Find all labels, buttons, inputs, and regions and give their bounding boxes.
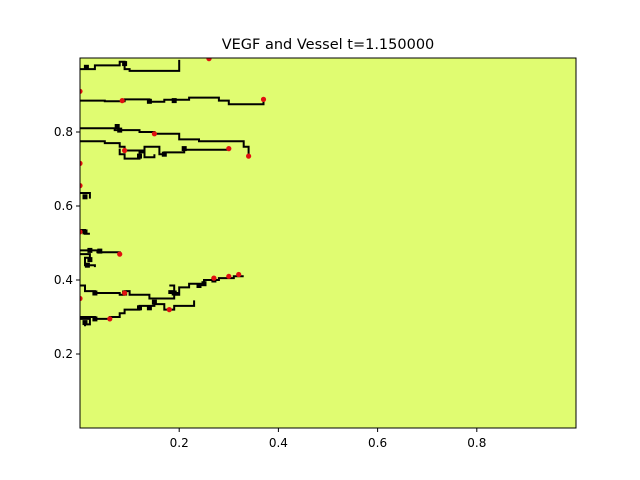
- vessel-segment: [80, 275, 244, 300]
- vessel-tip-point: [206, 58, 212, 62]
- vessel-tip-point: [226, 146, 232, 152]
- vessel-tip-point: [80, 88, 83, 94]
- vessel-blob: [146, 305, 152, 311]
- vessel-blob: [201, 281, 207, 287]
- vessel-blob: [82, 320, 88, 326]
- vessel-tip-point: [122, 147, 128, 154]
- vessel-tip-point: [80, 229, 83, 235]
- vessel-tip-point: [80, 295, 83, 302]
- vessel-blob: [92, 316, 98, 322]
- vessel-tip-point: [117, 251, 123, 257]
- vessel-blob: [146, 98, 152, 104]
- vessel-tip-point: [151, 131, 157, 137]
- vessel-blob: [114, 124, 120, 129]
- vessel-tip-point: [211, 275, 217, 281]
- vessel-blob: [82, 194, 88, 200]
- vessel-blob: [171, 98, 177, 104]
- x-tick-label: 0.4: [269, 436, 288, 450]
- vessel-tip-point: [166, 307, 172, 313]
- x-tick-label: 0.8: [467, 436, 486, 450]
- y-tick-label: 0.2: [54, 347, 73, 361]
- vessel-segment: [80, 127, 250, 157]
- chart-title: VEGF and Vessel t=1.150000: [222, 37, 435, 53]
- y-tick-label: 0.4: [54, 273, 73, 287]
- vessel-blob: [137, 153, 142, 159]
- vessel-tip-point: [236, 271, 242, 278]
- x-tick-label: 0.2: [170, 436, 189, 450]
- vessel-network: [80, 59, 265, 327]
- x-axis: 0.2 0.4 0.6 0.8: [170, 428, 486, 450]
- vessel-segment: [80, 253, 96, 268]
- vessel-tip-point: [260, 96, 267, 102]
- vessel-tip-point: [119, 98, 125, 104]
- vessel-blob: [196, 283, 202, 288]
- vessel-segment: [80, 140, 230, 156]
- vessel-segment: [80, 192, 91, 199]
- vessel-blob: [117, 127, 123, 133]
- vessel-tips: [80, 58, 267, 322]
- y-tick-label: 0.8: [54, 125, 73, 139]
- vessel-tip-point: [80, 183, 83, 189]
- vessel-blob: [83, 64, 89, 70]
- vessel-blob: [151, 299, 157, 305]
- vessel-tip-point: [246, 153, 252, 159]
- vessel-blob: [87, 247, 93, 253]
- vessel-blob: [122, 61, 128, 67]
- vessel-blob: [84, 262, 90, 268]
- vessel-blob: [97, 248, 103, 254]
- plot-frame: [79, 57, 577, 429]
- vessel-tip-point: [107, 316, 113, 322]
- vessel-blob: [92, 290, 98, 296]
- vessel-blob: [171, 290, 177, 296]
- vessel-blob: [137, 305, 142, 311]
- vessel-blob: [181, 146, 187, 152]
- vessel-tip-point: [226, 273, 232, 279]
- vessel-tip-point: [80, 160, 83, 166]
- vessel-blob: [161, 151, 167, 157]
- vegf-field: [80, 58, 576, 428]
- vessel-segment: [80, 96, 265, 106]
- vessel-tip-point: [122, 290, 128, 296]
- vessel-blob: [87, 257, 93, 263]
- vessel-blob: [82, 229, 88, 235]
- x-tick-label: 0.6: [368, 436, 387, 450]
- y-tick-label: 0.6: [54, 199, 73, 213]
- y-axis: 0.2 0.4 0.6 0.8: [54, 125, 80, 361]
